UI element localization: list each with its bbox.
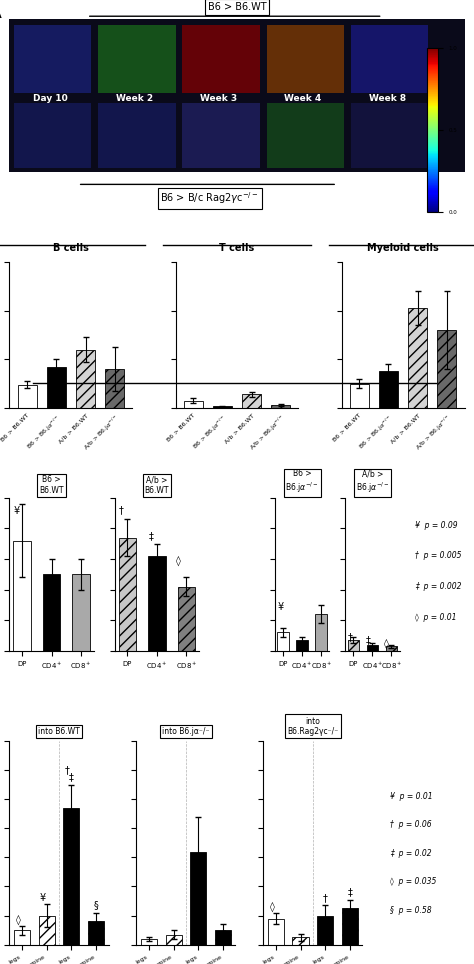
Bar	[367, 645, 378, 651]
Bar	[182, 103, 260, 168]
Text: ‡: ‡	[69, 772, 74, 782]
Bar	[39, 916, 55, 945]
Text: ◊: ◊	[175, 556, 181, 567]
Text: ‡: ‡	[366, 635, 371, 646]
Text: †: †	[323, 893, 328, 903]
Bar	[105, 369, 124, 408]
Bar	[316, 614, 327, 651]
Bar	[76, 350, 95, 408]
Title: Myeloid cells: Myeloid cells	[367, 243, 439, 254]
Text: ‡: ‡	[347, 887, 352, 897]
Bar	[215, 930, 231, 945]
Bar	[47, 366, 66, 408]
Bar	[348, 640, 359, 651]
Bar	[272, 406, 291, 408]
Text: ◊: ◊	[384, 638, 389, 649]
Bar	[14, 25, 91, 93]
Bar	[178, 586, 195, 651]
Text: B6 >
B6.j$\alpha^{-/-}$: B6 > B6.j$\alpha^{-/-}$	[285, 469, 319, 495]
Bar	[386, 646, 397, 651]
Bar	[351, 25, 428, 93]
Bar	[379, 371, 398, 408]
Text: A/b >
B6.WT: A/b > B6.WT	[145, 475, 169, 495]
Text: †  p = 0.06: † p = 0.06	[390, 820, 432, 829]
Text: ¥: ¥	[278, 602, 284, 612]
Text: §: §	[93, 900, 99, 910]
Bar	[242, 394, 261, 408]
Bar	[190, 851, 206, 945]
Bar	[277, 632, 289, 651]
Bar	[118, 538, 137, 651]
Text: ‡  p = 0.002: ‡ p = 0.002	[416, 582, 462, 591]
Text: ¥  p = 0.09: ¥ p = 0.09	[416, 521, 458, 530]
Text: B6 > B/c Rag2$\gamma$c$^{-/-}$: B6 > B/c Rag2$\gamma$c$^{-/-}$	[161, 191, 259, 206]
Text: Day 10: Day 10	[33, 94, 68, 103]
Text: †: †	[65, 764, 70, 775]
Bar	[98, 103, 175, 168]
Text: ¥: ¥	[14, 505, 20, 516]
Text: Week 3: Week 3	[200, 94, 237, 103]
Bar	[13, 541, 31, 651]
Bar	[43, 575, 61, 651]
Text: †: †	[119, 505, 124, 516]
Text: ◊: ◊	[270, 901, 274, 912]
Text: Week 8: Week 8	[369, 94, 406, 103]
Text: ◊: ◊	[16, 915, 21, 925]
Title: into B6.WT: into B6.WT	[38, 727, 80, 736]
Bar	[183, 401, 202, 408]
Bar	[14, 930, 30, 945]
Text: Week 4: Week 4	[284, 94, 321, 103]
Bar	[64, 808, 79, 945]
Text: ◊  p = 0.01: ◊ p = 0.01	[416, 612, 457, 622]
Text: A/b >
B6.j$\alpha^{-/-}$: A/b > B6.j$\alpha^{-/-}$	[356, 469, 389, 495]
Bar	[165, 934, 182, 945]
Bar	[72, 575, 90, 651]
Bar	[9, 19, 465, 173]
Bar	[266, 103, 344, 168]
Text: A: A	[0, 7, 2, 21]
Title: T cells: T cells	[219, 243, 255, 254]
Bar	[148, 556, 166, 651]
Bar	[213, 407, 232, 408]
Bar	[266, 25, 344, 93]
Bar	[182, 25, 260, 93]
Bar	[408, 308, 427, 408]
Text: †: †	[348, 632, 353, 642]
Text: ‡  p = 0.02: ‡ p = 0.02	[390, 849, 432, 858]
Text: ◊  p = 0.035: ◊ p = 0.035	[390, 877, 437, 887]
Bar	[317, 916, 333, 945]
Text: §  p = 0.58: § p = 0.58	[390, 906, 432, 915]
Title: B cells: B cells	[53, 243, 89, 254]
Bar	[438, 331, 456, 408]
Text: ¥: ¥	[40, 893, 46, 903]
Text: †  p = 0.005: † p = 0.005	[416, 551, 462, 560]
Bar	[292, 937, 309, 945]
Bar	[350, 384, 369, 408]
Text: B6 > B6.WT: B6 > B6.WT	[208, 2, 266, 12]
Text: ‡: ‡	[148, 531, 154, 542]
Bar	[88, 922, 104, 945]
Title: into B6.jα⁻/⁻: into B6.jα⁻/⁻	[162, 727, 210, 736]
Text: B6 >
B6.WT: B6 > B6.WT	[39, 475, 64, 495]
Text: ¥  p = 0.01: ¥ p = 0.01	[390, 791, 433, 801]
Bar	[342, 908, 358, 945]
Bar	[14, 103, 91, 168]
Bar	[268, 919, 284, 945]
Title: into
B6.Rag2γc⁻/⁻: into B6.Rag2γc⁻/⁻	[287, 716, 338, 736]
Bar	[141, 939, 157, 945]
Bar	[296, 640, 308, 651]
Bar	[18, 385, 36, 408]
Text: Week 2: Week 2	[116, 94, 153, 103]
Bar	[351, 103, 428, 168]
Bar	[98, 25, 175, 93]
